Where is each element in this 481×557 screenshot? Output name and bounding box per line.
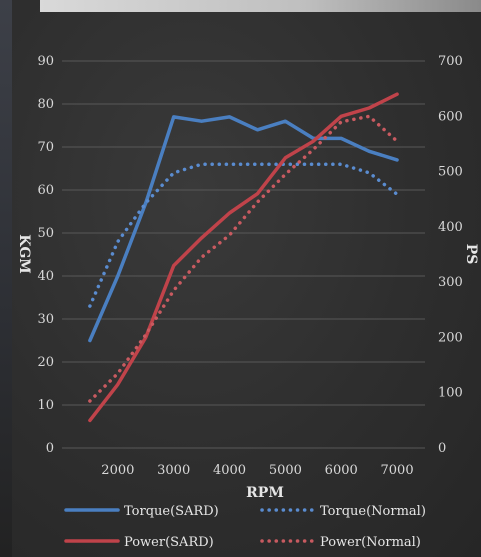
series-line-torque-normal bbox=[88, 162, 399, 308]
x-tick-label: 7000 bbox=[381, 463, 414, 478]
series-lines bbox=[88, 92, 399, 423]
left-axis-ticks: 0 10 20 30 40 50 60 70 80 90 bbox=[37, 54, 54, 456]
left-tick-label: 0 bbox=[46, 441, 54, 456]
left-edge-strip bbox=[0, 0, 12, 557]
left-tick-label: 60 bbox=[37, 183, 54, 198]
right-tick-label: 400 bbox=[438, 220, 463, 235]
series-line-power-normal bbox=[88, 114, 399, 403]
legend-label: Power(Normal) bbox=[320, 535, 421, 550]
series-line-torque-sard bbox=[88, 115, 399, 343]
left-axis-title: KGM bbox=[16, 234, 32, 274]
legend: Torque(SARD) Torque(Normal) Power(SARD) Pow… bbox=[64, 504, 426, 550]
left-tick-label: 90 bbox=[37, 54, 54, 69]
left-tick-label: 10 bbox=[37, 398, 54, 413]
legend-label: Power(SARD) bbox=[124, 535, 214, 550]
right-tick-label: 100 bbox=[438, 386, 463, 401]
x-axis-ticks: 2000 3000 4000 5000 6000 7000 bbox=[101, 463, 413, 478]
left-tick-label: 30 bbox=[37, 312, 54, 327]
right-tick-label: 300 bbox=[438, 275, 463, 290]
legend-label: Torque(Normal) bbox=[320, 504, 426, 519]
series-line-power-sard bbox=[88, 92, 399, 423]
x-axis-title: RPM bbox=[246, 485, 284, 501]
right-tick-label: 600 bbox=[438, 109, 463, 124]
right-axis-ticks: 0 100 200 300 400 500 600 700 bbox=[438, 54, 463, 456]
top-banner-strip bbox=[40, 0, 481, 12]
legend-label: Torque(SARD) bbox=[124, 504, 219, 519]
left-tick-label: 40 bbox=[37, 269, 54, 284]
x-tick-label: 3000 bbox=[157, 463, 190, 478]
left-tick-label: 70 bbox=[37, 140, 54, 155]
right-tick-label: 500 bbox=[438, 165, 463, 180]
gridlines bbox=[62, 60, 425, 449]
x-tick-label: 4000 bbox=[213, 463, 246, 478]
x-tick-label: 5000 bbox=[269, 463, 302, 478]
right-tick-label: 200 bbox=[438, 330, 463, 345]
left-tick-label: 50 bbox=[37, 226, 54, 241]
right-axis-title: PS bbox=[463, 244, 479, 265]
right-tick-label: 700 bbox=[438, 54, 463, 69]
left-tick-label: 20 bbox=[37, 355, 54, 370]
left-tick-label: 80 bbox=[37, 97, 54, 112]
x-tick-label: 6000 bbox=[325, 463, 358, 478]
right-tick-label: 0 bbox=[438, 441, 446, 456]
x-tick-label: 2000 bbox=[101, 463, 134, 478]
